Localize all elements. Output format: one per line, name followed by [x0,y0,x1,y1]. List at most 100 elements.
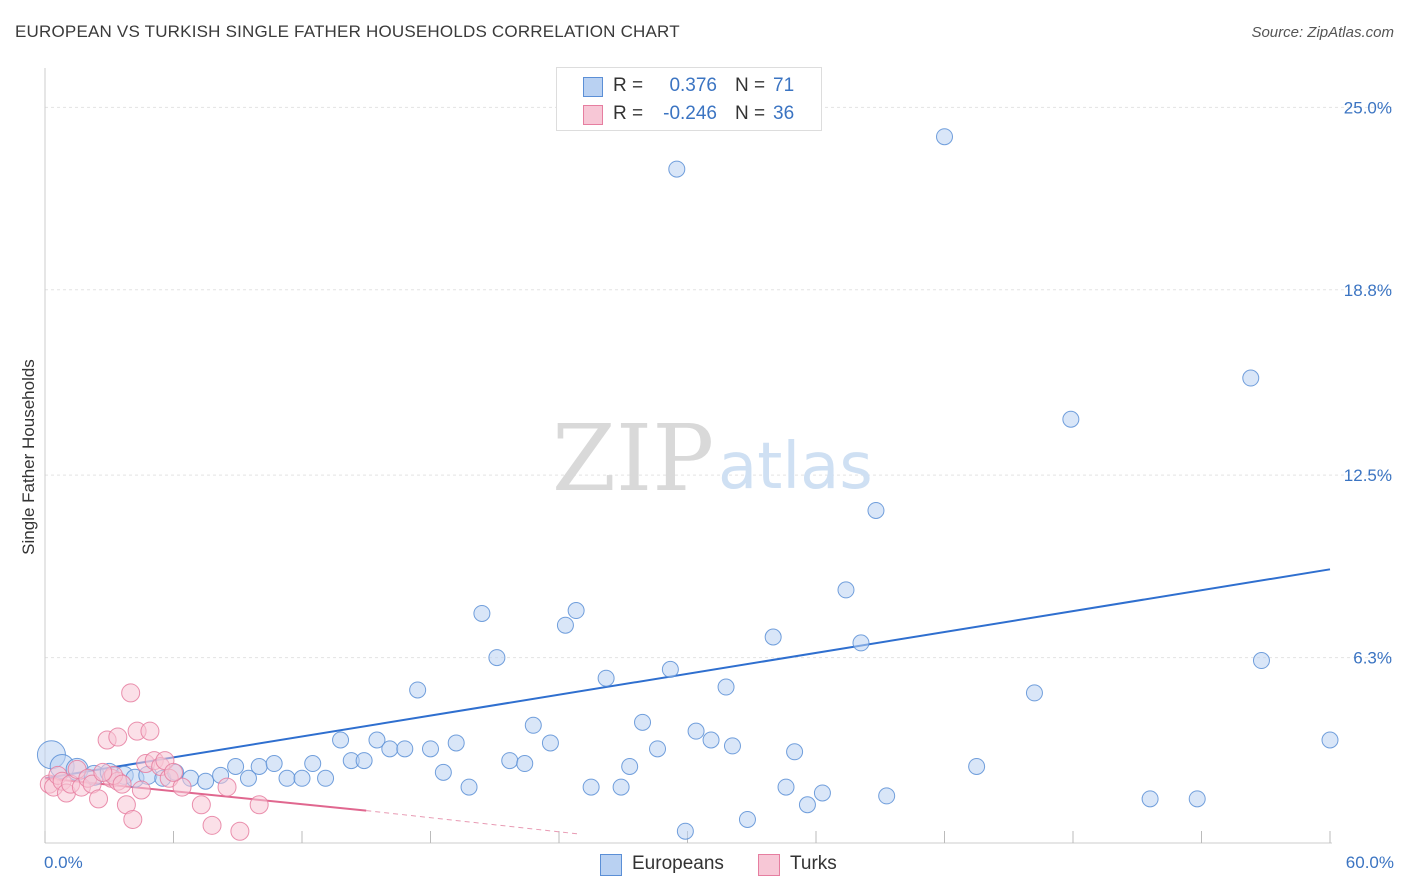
turk-point [93,762,113,782]
european-point [434,763,452,781]
european-point [265,755,283,773]
european-trend-line [44,568,1331,780]
european-point [676,822,694,840]
european-point [473,604,491,622]
legend-r-value: 0.376 [669,75,717,96]
european-point [524,716,542,734]
watermark: ZIP atlas [552,405,873,512]
european-point [317,769,335,787]
european-point [239,769,257,787]
european-point [1252,652,1270,670]
legend-swatch-europeans [583,77,603,97]
bottom-legend-label-turks: Turks [790,853,837,874]
european-point [1188,790,1206,808]
european-point [968,757,986,775]
european-point [409,681,427,699]
turk-point [249,795,269,815]
x-tick-label: 0.0% [44,853,83,872]
axes [44,68,1332,844]
turk-point [230,821,250,841]
legend-r-label: R = [613,103,644,124]
european-point [764,628,782,646]
legend-n-label: N = [735,75,766,96]
legend-r-label: R = [613,75,644,96]
turk-point [131,780,151,800]
turk-point [202,815,222,835]
legend-swatch-turks [583,105,603,125]
turk-trend-extension [366,810,581,835]
y-tick-label: 18.8% [1344,281,1392,300]
european-point [197,772,215,790]
turk-point [108,727,128,747]
turk-point [172,777,192,797]
european-point [381,740,399,758]
bottom-legend-swatch-europeans [600,854,622,876]
european-point [668,160,686,178]
bottom-legend-swatch-turks [758,854,780,876]
european-point [687,722,705,740]
correlation-legend: R = 0.376 N = 71 R = -0.246 N = 36 [556,67,822,131]
european-point [717,678,735,696]
turk-point [140,721,160,741]
trend-lines [44,568,1331,835]
legend-row-turks: R = -0.246 N = 36 [557,101,821,129]
european-point [447,734,465,752]
european-point [878,787,896,805]
y-axis-label: Single Father Households [19,359,38,555]
european-point [293,769,311,787]
legend-n-label: N = [735,103,766,124]
european-point [702,731,720,749]
turk-point [217,777,237,797]
european-point [777,778,795,796]
european-point [649,740,667,758]
european-point [460,778,478,796]
european-point [1242,369,1260,387]
european-point [621,757,639,775]
data-points [36,128,1339,841]
european-point [541,734,559,752]
european-point [1321,731,1339,749]
european-point [396,740,414,758]
turk-point [112,774,132,794]
european-point [813,784,831,802]
european-point [1062,410,1080,428]
turk-point [123,809,143,829]
legend-n-value: 71 [773,75,795,96]
european-point [304,755,322,773]
european-point [582,778,600,796]
legend-n-value: 36 [773,103,795,124]
european-point [867,501,885,519]
y-tick-label: 25.0% [1344,98,1392,117]
european-point [488,649,506,667]
european-point [227,757,245,775]
turk-point [164,762,183,782]
chart-title: EUROPEAN VS TURKISH SINGLE FATHER HOUSEH… [15,22,680,41]
watermark-atlas: atlas [718,430,873,504]
european-point [368,731,386,749]
european-point [332,731,350,749]
european-point [567,602,585,620]
european-point [634,713,652,731]
european-point [852,634,870,652]
legend-row-europeans: R = 0.376 N = 71 [557,73,821,101]
european-point [501,752,519,770]
european-point [278,769,296,787]
european-point [837,581,855,599]
european-point [355,752,373,770]
european-point [556,616,574,634]
european-point [936,128,953,146]
source-label: Source: ZipAtlas.com [1251,24,1394,41]
legend-r-value: -0.246 [663,103,717,124]
turk-point [89,789,109,809]
grid-lines [45,106,1392,659]
tick-labels: 6.3% 12.5% 18.8% 25.0% 0.0% 60.0% [44,98,1394,872]
y-tick-label: 6.3% [1353,649,1392,668]
european-point [597,669,615,687]
european-point [516,755,534,773]
european-point [661,660,679,678]
european-point [723,737,741,755]
european-point [798,796,816,814]
bottom-legend-label-europeans: Europeans [632,853,724,874]
turk-point [191,795,211,815]
